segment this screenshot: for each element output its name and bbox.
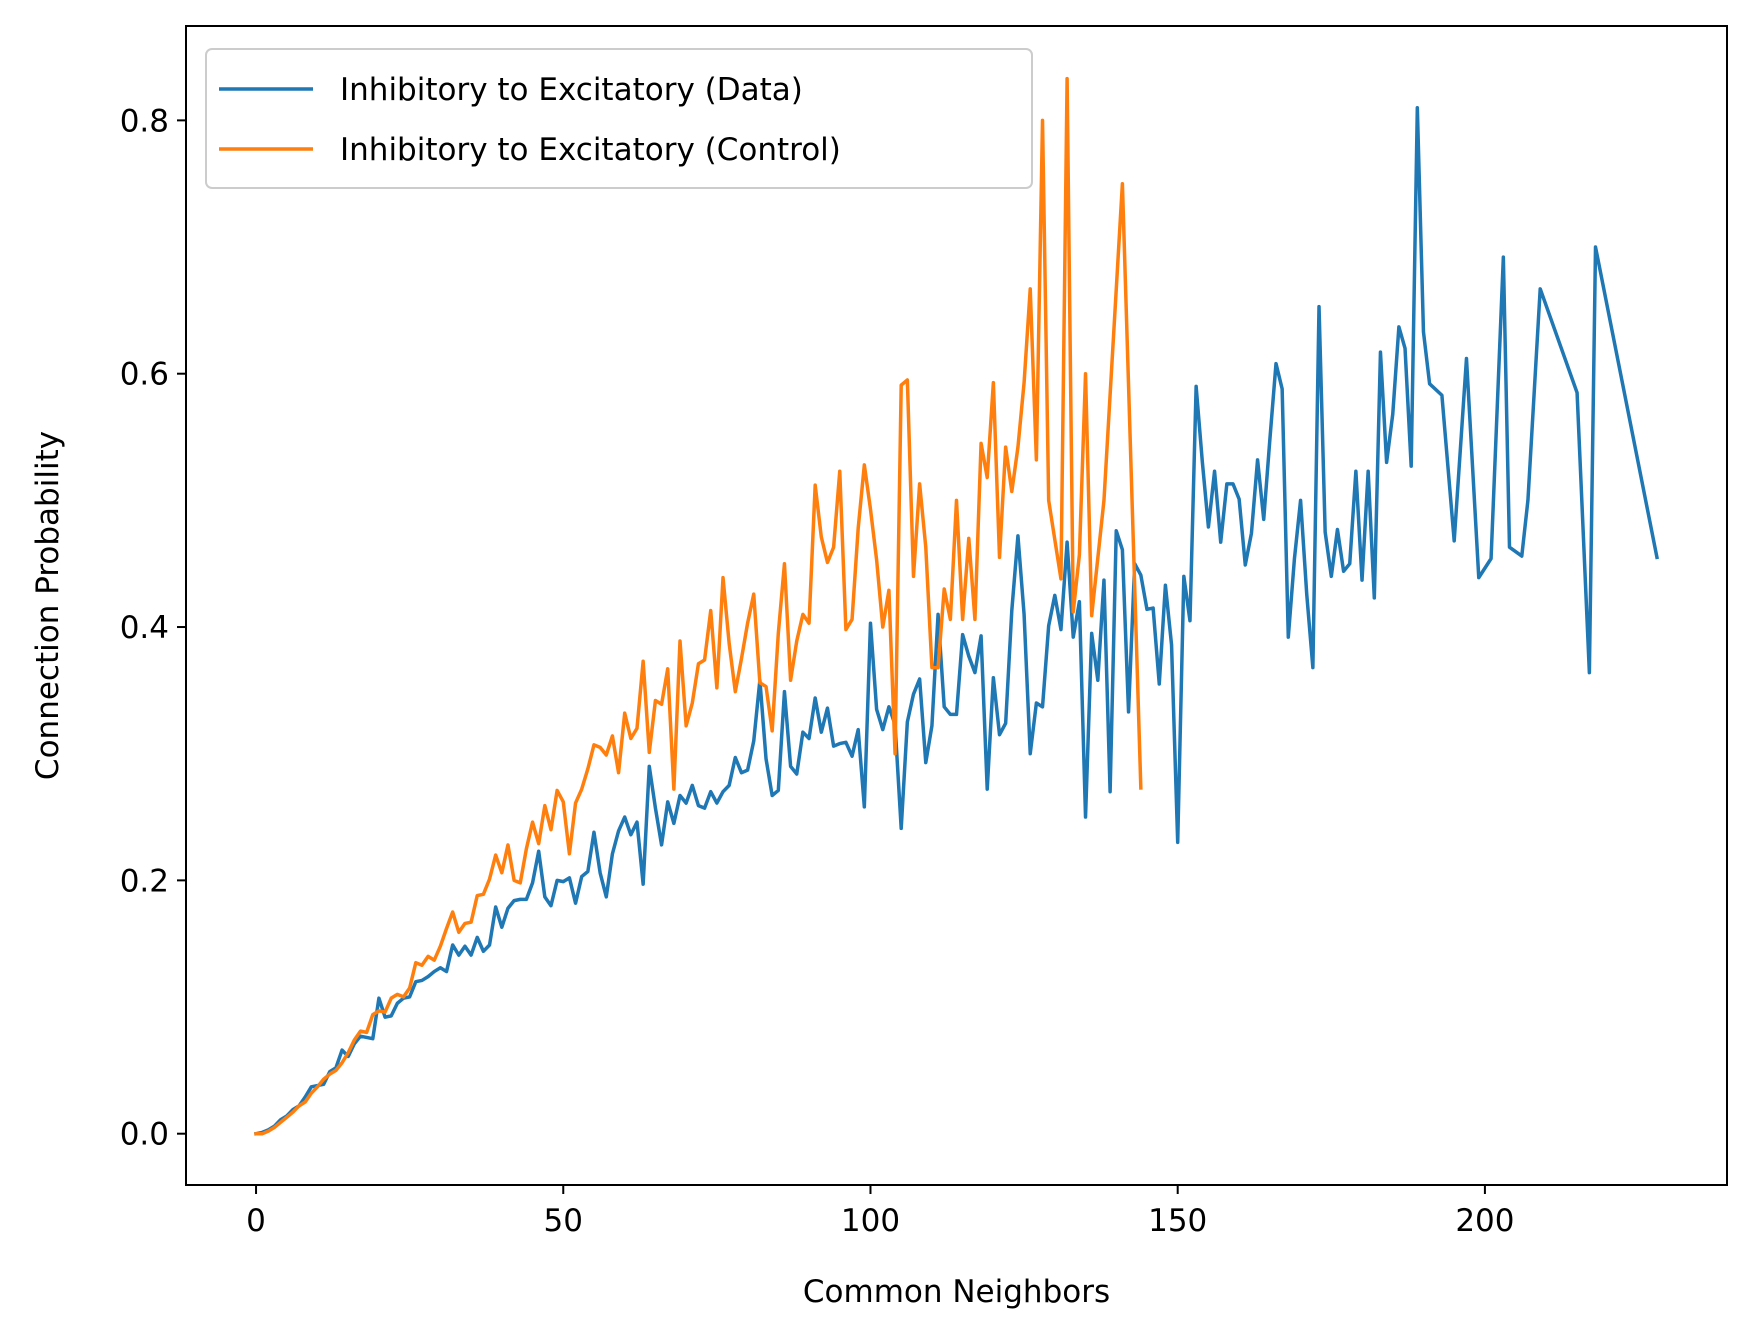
x-tick-label: 0 — [246, 1203, 266, 1239]
axes-frame — [185, 25, 1728, 1186]
y-tick-label: 0.4 — [120, 610, 169, 646]
x-tick-label: 100 — [841, 1203, 900, 1239]
legend-label-control: Inhibitory to Excitatory (Control) — [340, 132, 841, 168]
legend-box — [205, 48, 1033, 189]
y-tick-label: 0.2 — [120, 863, 169, 899]
series-line-1 — [254, 76, 1143, 1136]
y-axis-ticks: 0.0 0.2 0.4 0.6 0.8 — [120, 103, 186, 1153]
x-tick-label: 50 — [544, 1203, 583, 1239]
y-tick-label: 0.0 — [120, 1117, 169, 1153]
x-axis-ticks: 0 50 100 150 200 — [246, 1185, 1514, 1239]
y-axis-title: Connection Probability — [30, 431, 66, 780]
series-layer — [253, 76, 1660, 1136]
legend-label-data: Inhibitory to Excitatory (Data) — [340, 72, 803, 108]
x-axis-title: Common Neighbors — [803, 1274, 1110, 1310]
legend: Inhibitory to Excitatory (Data) Inhibito… — [205, 48, 1033, 189]
y-tick-label: 0.8 — [120, 103, 169, 139]
x-tick-label: 150 — [1148, 1203, 1207, 1239]
x-tick-label: 200 — [1455, 1203, 1514, 1239]
series-line-0 — [253, 105, 1660, 1136]
plot-area — [186, 26, 1727, 1185]
y-tick-label: 0.6 — [120, 357, 169, 393]
